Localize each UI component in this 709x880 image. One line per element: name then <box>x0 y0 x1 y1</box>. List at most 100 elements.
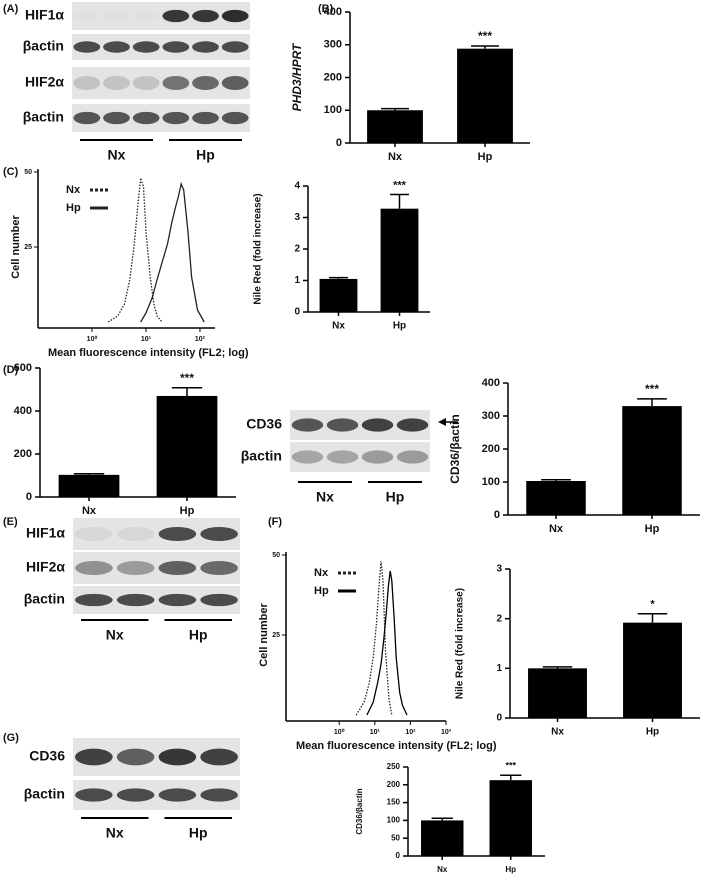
x-tick-label: 10¹ <box>141 336 152 343</box>
panel-label: (G) <box>3 732 19 744</box>
y-tick-label: 200 <box>324 71 342 83</box>
blot-row-label: βactin <box>23 109 64 125</box>
blot-band <box>361 450 394 464</box>
error-bar <box>171 387 203 396</box>
blot-band <box>116 526 155 542</box>
bar <box>421 820 464 856</box>
blot-strip <box>72 34 250 60</box>
y-tick-label: 3 <box>496 564 502 575</box>
blot-row-label: HIF2α <box>25 74 64 90</box>
y-axis-label: CD36/βactin <box>355 788 364 834</box>
blot-band <box>132 75 160 91</box>
legend-label: Nx <box>66 184 81 196</box>
blot-band <box>75 788 113 802</box>
blot-band <box>116 560 155 576</box>
blot-band <box>200 560 238 576</box>
y-tick-label: 400 <box>14 405 32 417</box>
significance: *** <box>505 761 516 771</box>
blot-band <box>221 9 249 23</box>
blot-band <box>291 450 324 464</box>
bar <box>156 395 218 497</box>
blot-band <box>200 788 238 802</box>
blot-band <box>103 75 130 91</box>
x-tick-label: Nx <box>82 505 97 517</box>
y-tick-label: 2 <box>496 613 502 624</box>
y-tick-label: 4 <box>294 181 300 192</box>
group-label: Hp <box>386 489 405 505</box>
x-tick-label: 10¹ <box>370 729 381 736</box>
blot-band <box>158 788 197 802</box>
panel-label: (A) <box>3 3 19 15</box>
x-tick-label: Hp <box>393 321 406 332</box>
panel-label: (F) <box>268 516 282 528</box>
blot-band <box>158 748 197 766</box>
x-tick-label: Hp <box>645 523 660 535</box>
bar <box>58 474 120 497</box>
blot-band <box>158 593 197 607</box>
blot-row-label: βactin <box>241 448 282 464</box>
x-tick-label: Hp <box>505 865 516 874</box>
blot-band <box>162 75 190 91</box>
blot-band <box>75 748 113 766</box>
bar <box>367 110 423 143</box>
blot-band <box>75 560 113 576</box>
group-label: Hp <box>196 147 215 163</box>
error-bar <box>500 774 522 781</box>
blot-band <box>116 593 155 607</box>
blot-band <box>158 526 197 542</box>
bar <box>489 780 532 856</box>
y-tick-label: 0 <box>336 137 342 149</box>
x-tick-label: 10² <box>195 336 206 343</box>
y-tick-label: 100 <box>482 476 500 488</box>
y-tick-label: 0 <box>26 491 32 503</box>
blot-band <box>75 593 113 607</box>
bar <box>528 668 587 718</box>
y-tick-label: 0 <box>494 509 500 521</box>
blot-band <box>221 111 249 125</box>
y-tick-label: 50 <box>272 552 280 559</box>
error-bar <box>390 193 409 209</box>
blot-band <box>200 526 238 542</box>
bar <box>457 48 513 143</box>
blot-row-label: βactin <box>24 786 65 802</box>
significance: * <box>650 599 655 611</box>
blot-band <box>75 526 113 542</box>
error-bar <box>471 45 499 49</box>
y-tick-label: 300 <box>324 39 342 51</box>
bar <box>526 481 586 515</box>
group-label: Hp <box>189 627 208 643</box>
y-tick-label: 200 <box>14 448 32 460</box>
blot-strip <box>72 67 250 99</box>
group-label: Hp <box>189 825 208 841</box>
blot-band <box>326 418 359 432</box>
error-bar <box>542 666 573 669</box>
y-tick-label: 1 <box>496 663 502 674</box>
blot-row-label: βactin <box>23 38 64 54</box>
panel-label: (D) <box>3 364 19 376</box>
group-label: Nx <box>106 825 124 841</box>
blot-row-label: βactin <box>24 591 65 607</box>
significance: *** <box>180 371 194 385</box>
y-tick-label: 200 <box>387 780 401 789</box>
blot-band <box>162 111 190 125</box>
y-tick-label: 0 <box>294 307 300 318</box>
blot-row-label: CD36 <box>246 416 282 432</box>
blot-row-label: CD36 <box>29 748 65 764</box>
y-tick-label: 2 <box>294 244 300 255</box>
bar <box>623 622 682 718</box>
blot-band <box>221 41 249 53</box>
arrow <box>438 418 458 426</box>
y-axis-label: Nile Red (fold increase) <box>253 193 264 304</box>
x-tick-label: Nx <box>388 151 403 163</box>
panel-label: (E) <box>3 516 18 528</box>
y-tick-label: 25 <box>24 244 32 251</box>
blot-strip <box>72 104 250 132</box>
x-tick-label: 10³ <box>441 729 452 736</box>
significance: *** <box>478 29 492 43</box>
blot-band <box>73 9 101 23</box>
y-tick-label: 200 <box>482 443 500 455</box>
y-tick-label: 400 <box>324 6 342 18</box>
blot-band <box>73 41 101 53</box>
y-tick-label: 0 <box>396 851 401 860</box>
y-tick-label: 0 <box>496 713 502 724</box>
